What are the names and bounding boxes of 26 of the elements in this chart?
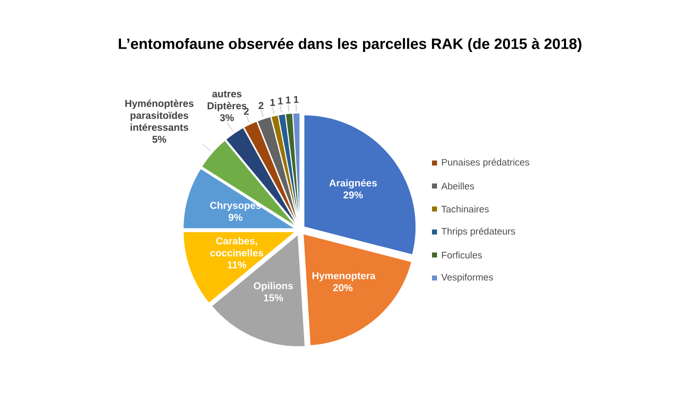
data-label: 9% — [228, 214, 242, 221]
data-label: 20% — [333, 284, 353, 292]
legend-label: Abeilles — [441, 182, 474, 190]
data-label: 5% — [152, 136, 166, 143]
slice-label: Hymenoptera — [312, 272, 376, 282]
legend-label: Forficules — [442, 252, 482, 258]
slice-label: autres Diptères — [208, 90, 246, 112]
chart-title: L’entomofaune observée dans les parcelles RAK (de 2015 à 2018) — [118, 38, 582, 52]
legend-label: Punaises prédatrices — [442, 158, 530, 168]
slice-label: Araignées — [329, 179, 377, 189]
data-label: 1 — [270, 98, 276, 106]
data-label: 1 — [278, 97, 283, 104]
data-label: 1 — [294, 96, 299, 103]
slice-label: Carabes, coccinelles — [210, 237, 264, 256]
slice-label: Hyménoptères parasitoïdes intéressants — [125, 100, 194, 131]
data-label: 11% — [228, 261, 246, 268]
data-label: 2 — [244, 108, 249, 115]
legend-label: Vespiformes — [441, 274, 493, 282]
data-label: 15% — [264, 294, 284, 302]
legend-label: Thrips prédateurs — [441, 228, 516, 236]
legend-label: Tachinaires — [441, 206, 489, 212]
data-label: 29% — [343, 191, 363, 198]
data-label: 1 — [286, 96, 291, 104]
data-label: 2 — [258, 102, 264, 109]
data-label: 3% — [220, 114, 234, 122]
slice-label: Opilions — [254, 282, 293, 292]
